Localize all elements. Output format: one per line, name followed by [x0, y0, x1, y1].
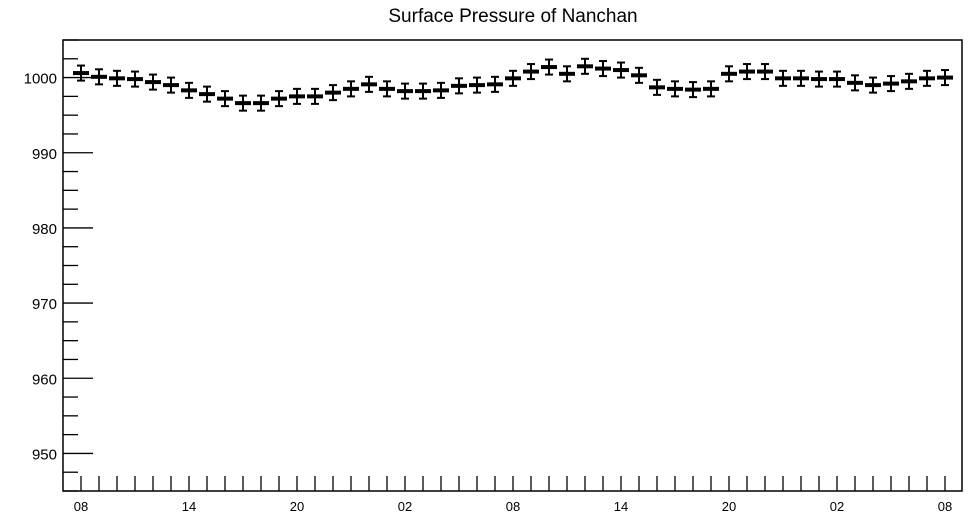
data-point: [559, 65, 575, 83]
x-tick-label: 20: [722, 499, 736, 514]
data-point: [343, 80, 359, 98]
data-point: [541, 58, 557, 76]
x-tick-label: 08: [506, 499, 520, 514]
x-tick-label: 08: [938, 499, 952, 514]
data-point: [901, 72, 917, 90]
data-point: [775, 69, 791, 87]
chart-title: Surface Pressure of Nanchan: [388, 6, 637, 27]
data-point: [883, 75, 899, 93]
data-point: [379, 80, 395, 98]
data-point: [505, 69, 521, 87]
data-point: [793, 69, 809, 87]
x-axis: 08 14 20 02 08 14 20 02 08: [74, 476, 952, 514]
data-point: [451, 77, 467, 95]
plot-frame: [62, 39, 963, 492]
data-point: [577, 57, 593, 75]
data-point: [685, 81, 701, 99]
data-point: [469, 76, 485, 94]
y-tick-label: 970: [32, 296, 57, 313]
data-point: [235, 94, 251, 112]
data-point: [757, 63, 773, 81]
data-point: [145, 73, 161, 91]
data-point: [73, 64, 89, 82]
data-point: [181, 81, 197, 99]
data-point: [739, 63, 755, 81]
data-point: [325, 84, 341, 102]
x-tick-label: 02: [830, 499, 844, 514]
data-points: [73, 57, 953, 112]
data-point: [397, 82, 413, 100]
data-point: [307, 87, 323, 105]
y-tick-label: 1000: [24, 71, 57, 88]
x-tick-label: 14: [182, 499, 196, 514]
data-point: [91, 68, 107, 86]
data-point: [919, 69, 935, 87]
data-point: [613, 61, 629, 79]
data-point: [433, 81, 449, 99]
y-tick-label: 990: [32, 146, 57, 163]
data-point: [163, 76, 179, 94]
data-point: [289, 87, 305, 105]
data-point: [415, 82, 431, 100]
y-axis: 950 960 970 980 990 1000: [24, 39, 93, 492]
data-point: [667, 80, 683, 98]
data-point: [253, 94, 269, 112]
x-tick-label: 14: [614, 499, 628, 514]
x-tick-label: 02: [398, 499, 412, 514]
data-point: [595, 60, 611, 78]
data-point: [937, 69, 953, 87]
y-tick-label: 950: [32, 446, 57, 463]
data-point: [127, 70, 143, 88]
data-point: [199, 85, 215, 103]
data-point: [865, 76, 881, 94]
data-point: [721, 65, 737, 83]
data-point: [523, 63, 539, 81]
x-tick-label: 08: [74, 499, 88, 514]
y-tick-label: 960: [32, 371, 57, 388]
data-point: [829, 70, 845, 88]
data-point: [487, 75, 503, 93]
data-point: [217, 90, 233, 108]
data-point: [361, 75, 377, 93]
data-point: [847, 74, 863, 92]
data-point: [703, 80, 719, 98]
y-tick-label: 980: [32, 221, 57, 238]
data-point: [271, 90, 287, 108]
data-point: [649, 78, 665, 96]
data-point: [109, 69, 125, 87]
data-point: [631, 66, 647, 84]
x-tick-label: 20: [290, 499, 304, 514]
data-point: [811, 70, 827, 88]
